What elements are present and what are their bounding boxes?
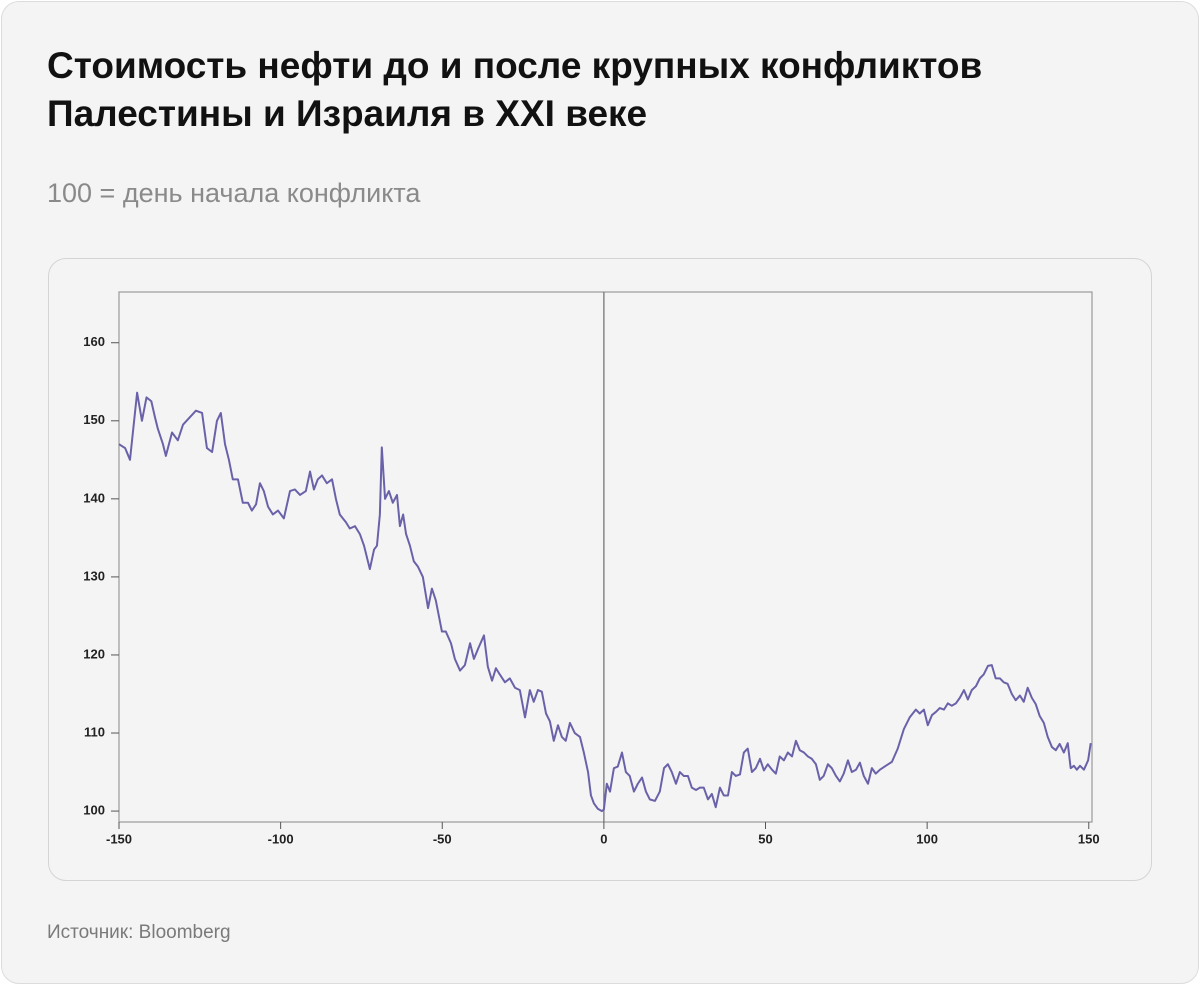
y-tick-label: 100 bbox=[83, 803, 105, 818]
x-tick-label: -150 bbox=[106, 831, 132, 846]
y-tick-label: 160 bbox=[83, 334, 105, 349]
x-tick-label: 50 bbox=[758, 831, 772, 846]
x-tick-label: -50 bbox=[433, 831, 452, 846]
y-tick-label: 140 bbox=[83, 490, 105, 505]
chart-title: Стоимость нефти до и после крупных конфл… bbox=[47, 45, 983, 134]
plot-frame bbox=[118, 291, 1093, 823]
y-tick-label: 150 bbox=[83, 412, 105, 427]
y-tick-label: 120 bbox=[83, 646, 105, 661]
x-tick-label: -100 bbox=[268, 831, 294, 846]
chart-subtitle: 100 = день начала конфликта bbox=[47, 178, 421, 208]
y-tick-label: 130 bbox=[83, 568, 105, 583]
x-tick-label: 100 bbox=[916, 831, 938, 846]
y-tick-label: 110 bbox=[84, 724, 105, 739]
source-note: Источник: Bloomberg bbox=[47, 922, 231, 943]
data-line bbox=[118, 391, 1092, 813]
chart-panel bbox=[48, 258, 1152, 881]
x-tick-label: 150 bbox=[1078, 831, 1100, 846]
x-tick-label: 0 bbox=[600, 831, 607, 846]
